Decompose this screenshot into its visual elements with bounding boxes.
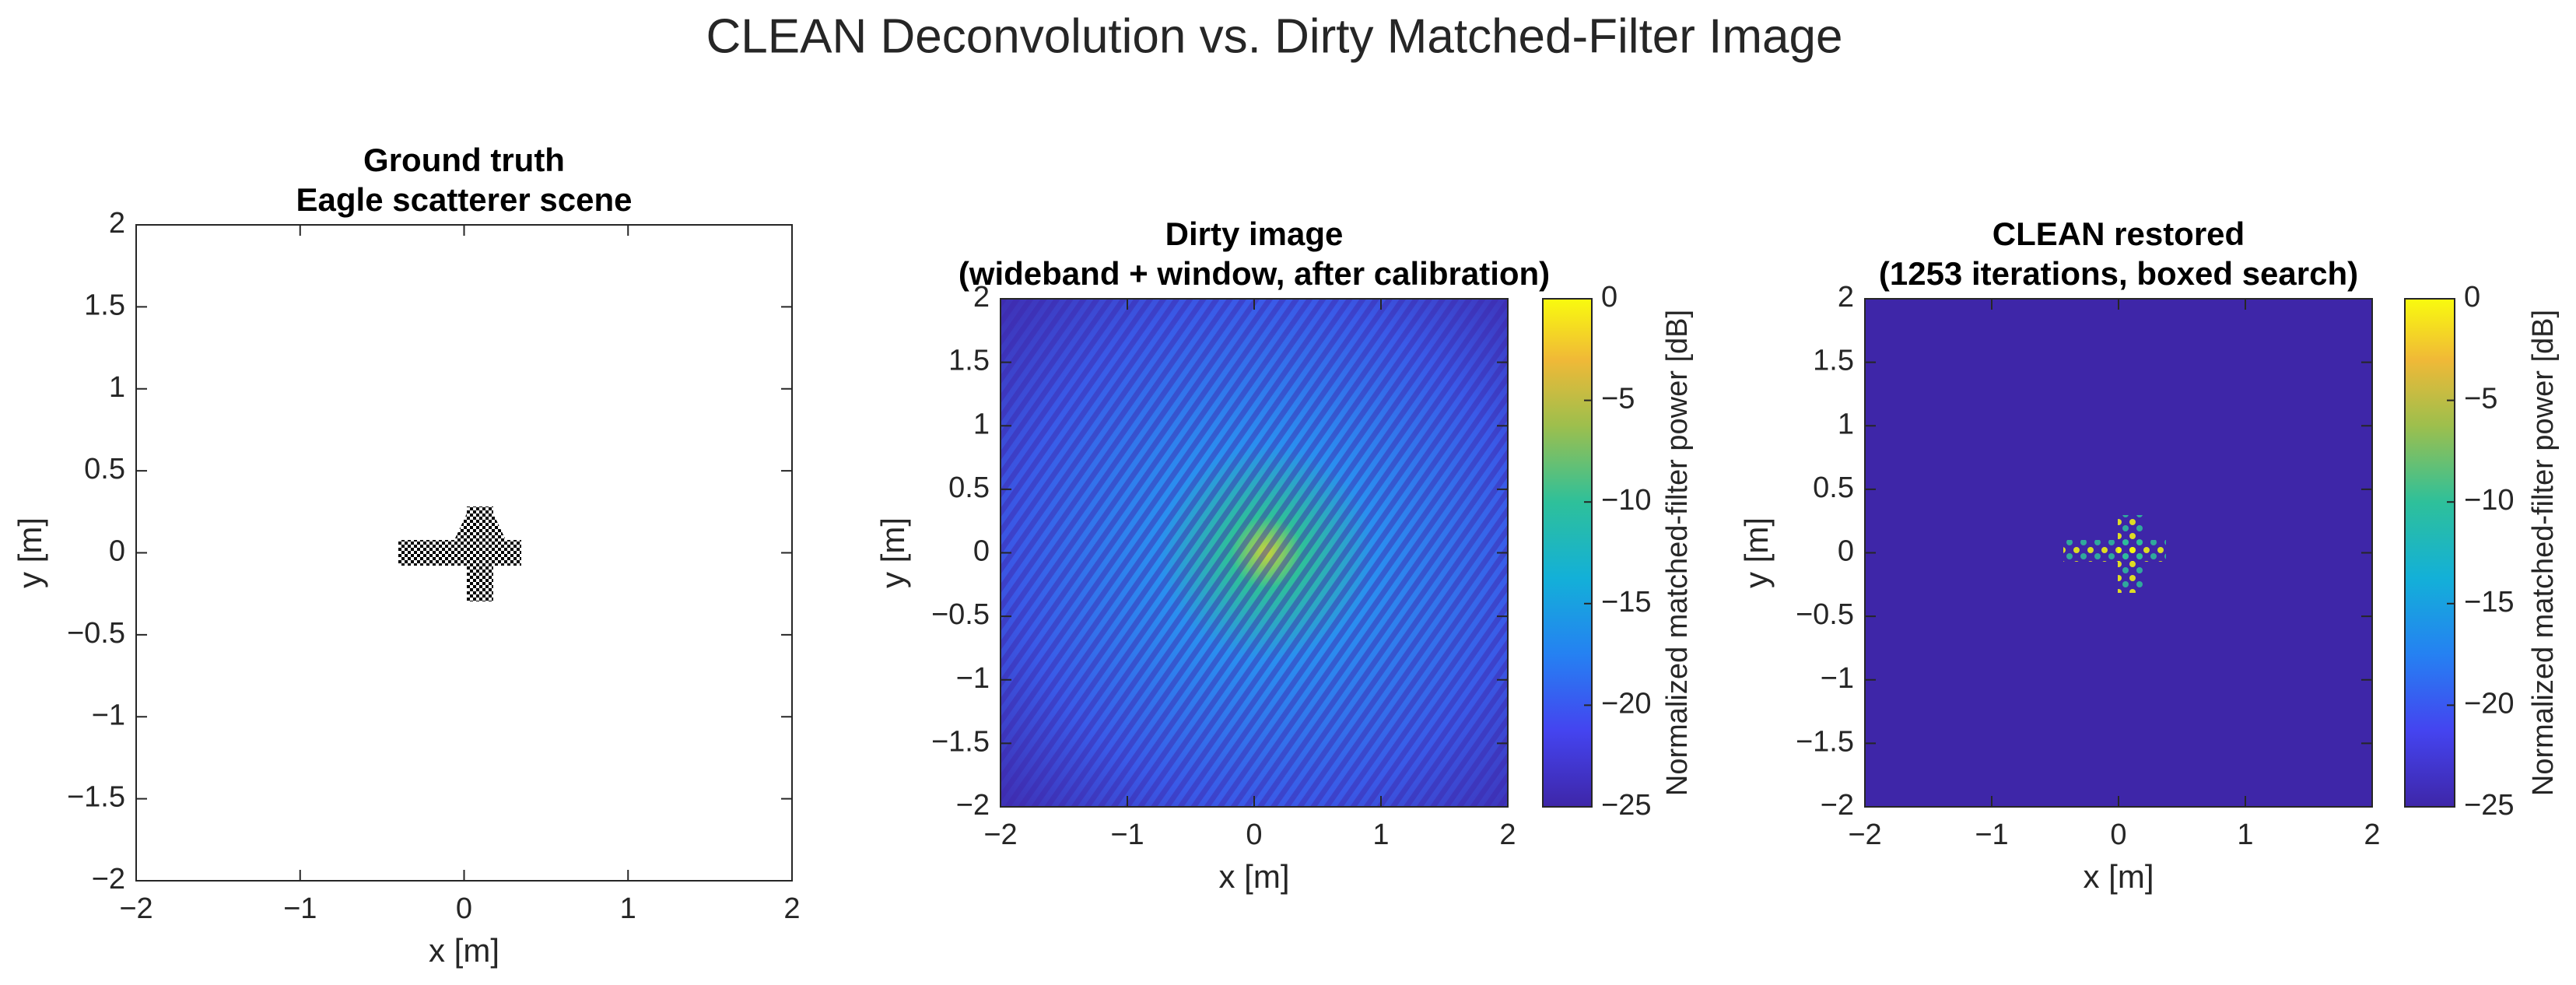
y-tick-label: 1 bbox=[1838, 408, 1854, 440]
y-tick-label: −0.5 bbox=[931, 598, 990, 631]
y-axis-label: y [m] bbox=[12, 517, 48, 588]
x-axis-label: x [m] bbox=[429, 932, 499, 969]
subplot-title: Dirty image bbox=[1165, 216, 1344, 252]
subplot-title: (wideband + window, after calibration) bbox=[959, 255, 1550, 292]
colorbar-tick-label: −10 bbox=[2464, 484, 2514, 517]
y-tick-label: −1.5 bbox=[1796, 725, 1854, 758]
x-tick-label: 1 bbox=[2237, 818, 2253, 851]
y-tick-label: −1 bbox=[956, 662, 990, 695]
x-tick-label: 2 bbox=[2364, 818, 2380, 851]
y-tick-label: −1 bbox=[1821, 662, 1854, 695]
x-tick-label: 1 bbox=[1372, 818, 1389, 851]
y-tick-label: 2 bbox=[109, 207, 125, 240]
subplot-title: Ground truth bbox=[363, 142, 565, 178]
subplot-title: (1253 iterations, boxed search) bbox=[1879, 255, 2358, 292]
subplot-title: Eagle scatterer scene bbox=[296, 181, 633, 218]
y-tick-label: 1 bbox=[109, 371, 125, 404]
colorbar bbox=[1543, 299, 1592, 807]
y-tick-label: −2 bbox=[1821, 789, 1854, 822]
colorbar-tick-label: −15 bbox=[1601, 586, 1651, 619]
x-tick-label: −2 bbox=[1848, 818, 1881, 851]
x-tick-label: −2 bbox=[983, 818, 1017, 851]
y-tick-label: 0.5 bbox=[948, 471, 990, 504]
colorbar-label: Normalized matched-filter power [dB] bbox=[2527, 310, 2560, 796]
y-tick-label: 0.5 bbox=[1813, 471, 1854, 504]
y-tick-label: −2 bbox=[92, 863, 125, 896]
x-tick-label: 0 bbox=[456, 892, 472, 925]
colorbar-tick-label: 0 bbox=[1601, 281, 1617, 314]
colorbar bbox=[2405, 299, 2455, 807]
x-tick-label: −2 bbox=[119, 892, 152, 925]
y-axis-label: y [m] bbox=[1738, 517, 1775, 588]
y-tick-label: 0 bbox=[973, 535, 990, 568]
colorbar-tick-label: −25 bbox=[1601, 789, 1651, 822]
y-tick-label: −1.5 bbox=[67, 781, 125, 814]
colorbar-tick-label: −15 bbox=[2464, 586, 2514, 619]
x-tick-label: 0 bbox=[2110, 818, 2126, 851]
y-tick-label: 0 bbox=[109, 535, 125, 568]
y-tick-label: 0 bbox=[1838, 535, 1854, 568]
colorbar-tick-label: −20 bbox=[2464, 687, 2514, 720]
colorbar-label: Normalized matched-filter power [dB] bbox=[1661, 310, 1694, 796]
x-tick-label: 1 bbox=[620, 892, 636, 925]
x-tick-label: −1 bbox=[283, 892, 317, 925]
colorbar-tick-label: −5 bbox=[2464, 383, 2497, 415]
x-tick-label: 2 bbox=[783, 892, 800, 925]
colorbar-tick-label: −20 bbox=[1601, 687, 1651, 720]
eagle-scene bbox=[398, 507, 521, 601]
x-tick-label: −1 bbox=[1110, 818, 1144, 851]
x-axis-label: x [m] bbox=[1219, 858, 1290, 895]
x-tick-label: −1 bbox=[1975, 818, 2008, 851]
x-axis-label: x [m] bbox=[2084, 858, 2154, 895]
y-tick-label: 1 bbox=[973, 408, 990, 440]
colorbar-tick-label: −5 bbox=[1601, 383, 1635, 415]
x-tick-label: 2 bbox=[1499, 818, 1516, 851]
figure-title: CLEAN Deconvolution vs. Dirty Matched-Fi… bbox=[706, 9, 1843, 63]
colorbar-tick-label: −25 bbox=[2464, 789, 2514, 822]
y-tick-label: 0.5 bbox=[84, 453, 125, 485]
dirty-texture bbox=[1001, 299, 1508, 807]
y-tick-label: 1.5 bbox=[948, 345, 990, 377]
y-tick-label: 1.5 bbox=[1813, 345, 1854, 377]
colorbar-tick-label: −10 bbox=[1601, 484, 1651, 517]
y-tick-label: −2 bbox=[956, 789, 990, 822]
colorbar-box bbox=[2404, 298, 2455, 808]
y-tick-label: −1.5 bbox=[931, 725, 990, 758]
clean-components bbox=[2063, 515, 2166, 593]
subplot-title: CLEAN restored bbox=[1992, 216, 2245, 252]
y-tick-label: 1.5 bbox=[84, 289, 125, 321]
colorbar-box bbox=[1542, 298, 1593, 808]
x-tick-label: 0 bbox=[1246, 818, 1262, 851]
y-tick-label: −0.5 bbox=[1796, 598, 1854, 631]
colorbar-tick-label: 0 bbox=[2464, 281, 2480, 314]
y-tick-label: 2 bbox=[1838, 281, 1854, 314]
y-tick-label: −0.5 bbox=[67, 617, 125, 650]
y-axis-label: y [m] bbox=[874, 517, 911, 588]
y-tick-label: 2 bbox=[973, 281, 990, 314]
y-tick-label: −1 bbox=[92, 699, 125, 731]
